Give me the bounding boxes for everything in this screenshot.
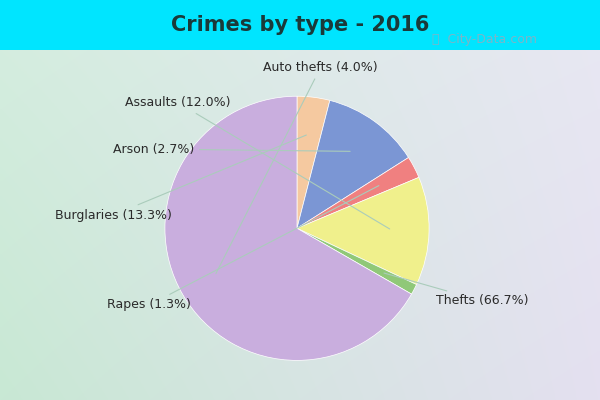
Wedge shape bbox=[297, 228, 416, 294]
Text: Thefts (66.7%): Thefts (66.7%) bbox=[384, 273, 528, 308]
Text: Rapes (1.3%): Rapes (1.3%) bbox=[107, 186, 379, 312]
Text: Crimes by type - 2016: Crimes by type - 2016 bbox=[171, 15, 429, 35]
Wedge shape bbox=[297, 177, 429, 284]
Text: Arson (2.7%): Arson (2.7%) bbox=[113, 142, 350, 156]
Text: ⓘ  City-Data.com: ⓘ City-Data.com bbox=[432, 34, 537, 46]
Text: Burglaries (13.3%): Burglaries (13.3%) bbox=[55, 135, 307, 222]
Wedge shape bbox=[297, 158, 419, 228]
Wedge shape bbox=[165, 96, 412, 360]
Wedge shape bbox=[297, 96, 330, 228]
Wedge shape bbox=[297, 100, 409, 228]
Text: Auto thefts (4.0%): Auto thefts (4.0%) bbox=[216, 61, 378, 274]
Text: Assaults (12.0%): Assaults (12.0%) bbox=[125, 96, 389, 229]
